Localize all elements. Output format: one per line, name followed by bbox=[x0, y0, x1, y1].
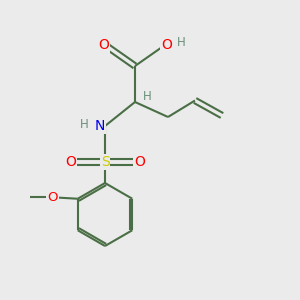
Text: O: O bbox=[161, 38, 172, 52]
Text: N: N bbox=[94, 119, 105, 133]
Text: H: H bbox=[80, 118, 89, 131]
Text: O: O bbox=[47, 191, 58, 204]
Text: H: H bbox=[177, 35, 186, 49]
Text: O: O bbox=[65, 155, 76, 169]
Text: O: O bbox=[98, 38, 109, 52]
Text: H: H bbox=[143, 90, 152, 103]
Text: S: S bbox=[100, 155, 109, 169]
Text: O: O bbox=[134, 155, 145, 169]
